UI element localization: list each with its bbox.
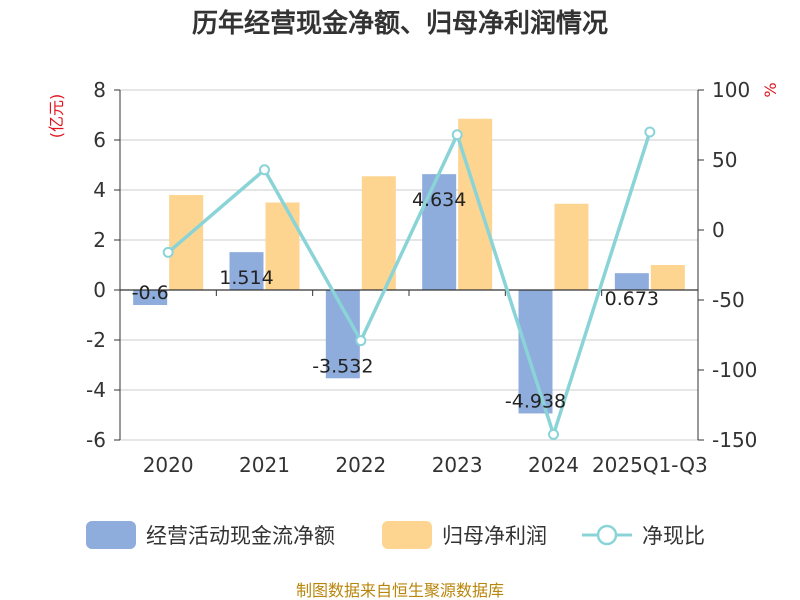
data-label-cashflow: -3.532 <box>312 355 373 377</box>
left-tick-label: 6 <box>93 128 106 152</box>
ratio-point <box>162 246 174 258</box>
source-note: 制图数据来自恒生聚源数据库 <box>296 581 504 600</box>
ratio-point <box>644 126 656 138</box>
grid-lines <box>120 89 698 441</box>
bar-net-profit <box>361 176 396 290</box>
x-tick-label: 2024 <box>528 453 579 477</box>
right-tick-label: 50 <box>712 148 737 172</box>
bar-cashflow <box>133 290 168 305</box>
x-tick-label: 2020 <box>143 453 194 477</box>
bar-net-profit <box>265 202 300 290</box>
right-tick-label: -150 <box>712 428 757 452</box>
right-tick-label: 100 <box>712 78 750 102</box>
bar-cashflow <box>229 252 264 290</box>
ratio-polyline <box>167 130 652 441</box>
x-tick-label: 2023 <box>432 453 483 477</box>
data-label-cashflow: -0.6 <box>132 282 169 304</box>
legend-label-cashflow: 经营活动现金流净额 <box>146 524 335 548</box>
right-tick-label: 0 <box>712 218 725 242</box>
bar-cashflow <box>325 290 360 379</box>
data-labels: -0.6 1.514 -3.532 4.634 -4.938 0.673 <box>132 189 659 412</box>
ratio-line <box>162 126 656 441</box>
left-tick-label: 2 <box>93 228 106 252</box>
right-tick-label: -50 <box>712 288 745 312</box>
left-tick-label: -2 <box>86 328 106 352</box>
ratio-point <box>548 428 559 440</box>
left-tick-label: 8 <box>93 78 106 102</box>
data-label-cashflow: 0.673 <box>605 288 659 310</box>
left-tick-label: 0 <box>93 278 106 302</box>
left-tick-label: -4 <box>86 378 106 402</box>
axes: 8 6 4 2 0 -2 -4 -6 100 50 0 -50 -100 -150 2020 2021 2022… <box>86 78 757 477</box>
bar-cashflow <box>614 273 649 290</box>
legend-marker-ratio <box>596 524 618 546</box>
chart-title: 历年经营现金净额、归母净利润情况 <box>192 8 608 39</box>
bar-net-profit <box>458 118 493 290</box>
data-label-cashflow: -4.938 <box>505 390 566 412</box>
x-tick-label: 2022 <box>335 453 386 477</box>
bar-net-profit <box>650 265 685 290</box>
bars <box>133 118 685 414</box>
bar-net-profit <box>169 195 204 290</box>
bar-net-profit <box>554 203 589 290</box>
right-axis-unit: % <box>761 82 780 97</box>
ratio-point <box>259 164 270 176</box>
data-label-cashflow: 1.514 <box>219 267 273 289</box>
x-tick-label: 2021 <box>239 453 290 477</box>
right-tick-label: -100 <box>712 358 757 382</box>
left-tick-label: 4 <box>93 178 106 202</box>
ratio-point <box>355 335 367 347</box>
legend-swatch-net-profit <box>382 521 432 549</box>
left-axis-unit: (亿元) <box>47 94 66 139</box>
left-tick-label: -6 <box>86 428 106 452</box>
x-tick-label: 2025Q1-Q3 <box>592 453 708 477</box>
legend-label-ratio: 净现比 <box>642 524 705 548</box>
data-label-cashflow: 4.634 <box>412 189 466 211</box>
legend-swatch-cashflow <box>86 521 136 549</box>
legend-label-net-profit: 归母净利润 <box>442 524 547 548</box>
ratio-point <box>451 129 463 141</box>
bar-cashflow <box>518 290 553 414</box>
legend: 经营活动现金流净额 归母净利润 净现比 <box>86 521 705 549</box>
